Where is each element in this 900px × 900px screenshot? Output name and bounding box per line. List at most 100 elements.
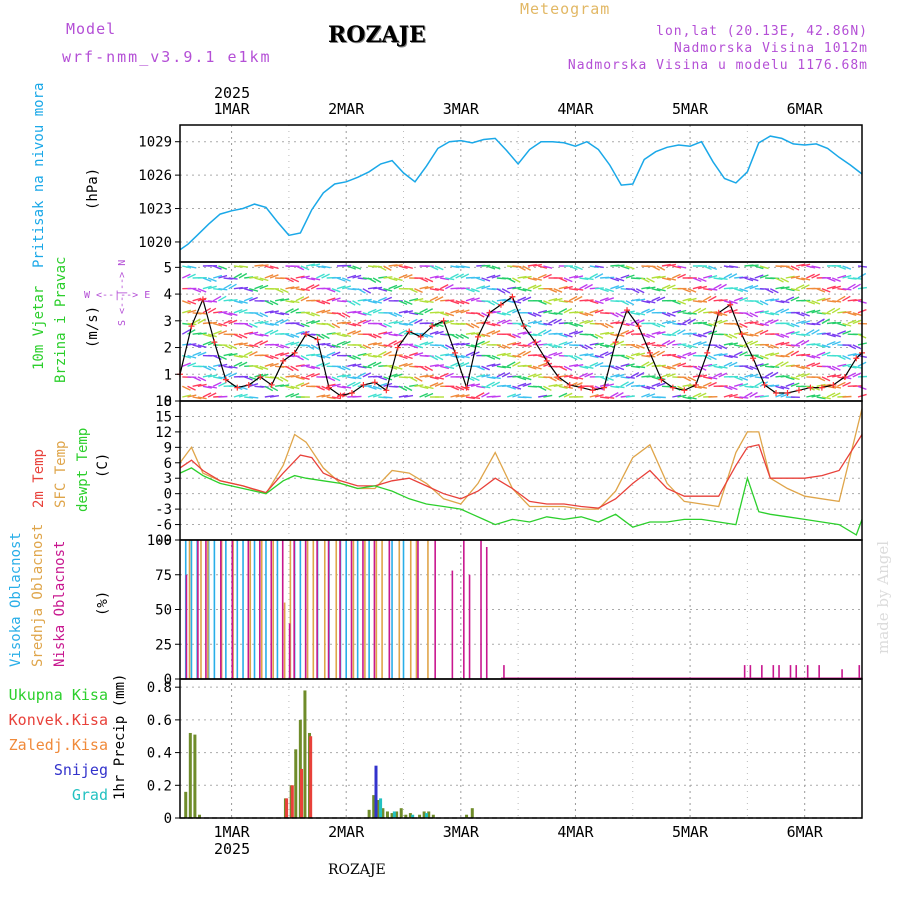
wind-arrow xyxy=(837,274,847,279)
wind-arrow xyxy=(532,277,542,281)
wind-arrow xyxy=(821,351,831,357)
wind-arrow xyxy=(455,394,465,398)
wind-arrow xyxy=(486,330,496,335)
wind-arrow xyxy=(331,322,341,329)
wind-arrow xyxy=(532,312,542,317)
wind-arrow xyxy=(218,363,228,367)
wind-speed-marker xyxy=(658,376,665,383)
wind-arrow xyxy=(811,300,821,305)
wind-arrow xyxy=(419,308,428,314)
wind-arrow xyxy=(372,393,382,398)
wind-speed-marker xyxy=(394,344,401,351)
wind-arrow xyxy=(403,354,413,360)
wind-arrow xyxy=(259,312,269,318)
wind-arrow xyxy=(202,392,212,398)
wind-arrow xyxy=(197,383,207,387)
wind-arrow xyxy=(677,376,687,379)
wind-arrow xyxy=(496,372,506,378)
wind-arrow xyxy=(429,275,439,279)
wind-arrow xyxy=(254,333,264,337)
wind-arrow xyxy=(192,351,202,357)
wind-arrow xyxy=(522,364,532,367)
wind-arrow xyxy=(475,312,485,318)
wind-arrow xyxy=(321,309,331,314)
wind-arrow xyxy=(290,341,300,346)
wind-arrow xyxy=(780,361,789,367)
wind-arrow xyxy=(238,300,248,304)
wind-arrow xyxy=(486,381,495,387)
wind-arrow xyxy=(831,340,841,346)
wind-arrow xyxy=(202,277,212,282)
wind-arrow xyxy=(517,382,527,387)
wind-arrow xyxy=(295,322,305,328)
wind-arrow xyxy=(460,287,470,290)
wind-arrow xyxy=(723,265,733,268)
wind-arrow xyxy=(212,265,222,270)
elevation-label: Nadmorska Visina 1012m xyxy=(673,41,868,56)
wind-arrow xyxy=(656,265,666,271)
wind-arrow xyxy=(842,363,852,367)
wind-arrow xyxy=(759,395,769,398)
wind-arrow xyxy=(780,385,790,390)
wind-arrow xyxy=(677,273,686,279)
wind-arrow xyxy=(543,273,552,279)
wind-arrow xyxy=(486,354,496,360)
wind-arrow xyxy=(816,396,826,400)
wind-arrow xyxy=(233,393,243,398)
wind-arrow xyxy=(249,276,259,279)
axis-labels: 1MAR 1MAR 2MAR 2MAR 3MAR 3MAR 4MAR 4MAR 5MAR 5MAR… xyxy=(138,100,823,841)
wind-arrow xyxy=(610,373,620,378)
legend-hail: Grad xyxy=(71,786,108,804)
wind-arrow xyxy=(831,365,841,371)
temp-ylabel-2m: 2m Temp xyxy=(31,449,47,508)
x-tick-label-top: 4MAR xyxy=(557,100,594,118)
wind-arrow xyxy=(274,318,284,325)
wind-arrow xyxy=(692,385,702,389)
wind-arrow xyxy=(697,341,707,346)
wind-arrow xyxy=(512,361,521,367)
wind-arrow xyxy=(615,365,625,371)
wind-arrow xyxy=(342,333,352,338)
wind-arrow xyxy=(651,296,661,302)
wind-arrow xyxy=(749,321,759,325)
wind-arrow xyxy=(703,376,713,380)
precip-total-bar xyxy=(470,808,474,818)
wind-arrow xyxy=(450,333,459,340)
wind-arrow xyxy=(636,352,646,357)
wind-arrow xyxy=(496,365,506,369)
wind-arrow xyxy=(197,396,207,400)
temp-ylabel-sfc: SFC Temp xyxy=(53,441,69,508)
wind-arrow xyxy=(465,351,475,357)
wind-arrow xyxy=(362,344,372,350)
wind-arrow xyxy=(208,300,218,303)
wind-arrow xyxy=(532,365,542,370)
wind-arrow xyxy=(321,265,331,269)
wind-arrow xyxy=(228,319,238,325)
wind-arrow xyxy=(734,344,744,348)
wind-arrow xyxy=(450,309,460,314)
wind-arrow xyxy=(218,288,228,291)
wind-arrow xyxy=(801,333,811,336)
wind-arrow xyxy=(558,307,568,314)
wind-arrow xyxy=(434,296,444,302)
wind-arrow xyxy=(460,273,470,279)
wind-arrow xyxy=(269,343,280,346)
wind-arrow xyxy=(770,344,779,349)
precip-total-bar xyxy=(395,811,399,818)
wind-arrow xyxy=(213,363,223,367)
wind-arrow xyxy=(502,384,512,387)
wind-arrow xyxy=(393,277,403,282)
wind-arrow xyxy=(187,362,197,367)
series-layer xyxy=(177,135,865,819)
wind-arrow xyxy=(439,283,449,290)
wind-arrow xyxy=(408,376,418,382)
wind-arrow xyxy=(759,322,769,327)
wind-arrow xyxy=(238,308,248,314)
wind-arrow xyxy=(687,312,697,315)
wind-arrow xyxy=(630,288,640,294)
wind-arrow xyxy=(352,322,362,327)
wind-arrow xyxy=(832,374,842,378)
wind-arrow xyxy=(341,285,352,290)
wind-arrow xyxy=(635,371,645,378)
wind-arrow xyxy=(326,332,336,335)
